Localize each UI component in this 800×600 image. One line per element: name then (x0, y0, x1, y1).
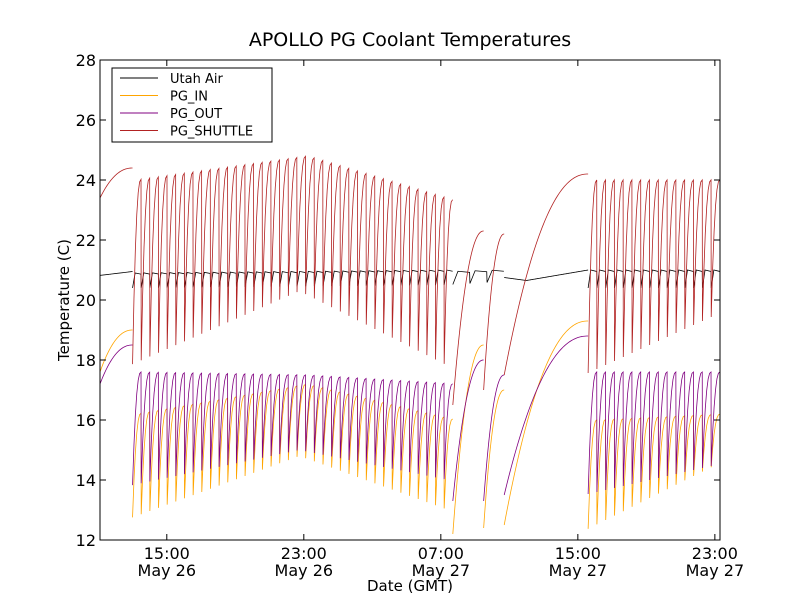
series-line-segment (452, 230, 484, 406)
series-line-segment (483, 233, 505, 391)
series-pg-out (100, 335, 720, 502)
y-tick-label: 22 (76, 231, 96, 250)
series-line-segment (503, 320, 589, 526)
x-tick-label-time: 15:00 (555, 544, 601, 563)
series-line-segment (526, 269, 589, 281)
y-tick-label: 20 (76, 291, 96, 310)
series-line-segment (132, 371, 453, 486)
x-tick-label-time: 15:00 (144, 544, 190, 563)
series-line-segment (132, 269, 453, 289)
series-pg-shuttle (100, 155, 720, 406)
legend-label: PG_SHUTTLE (170, 125, 253, 140)
series-line-segment (132, 383, 453, 518)
legend: Utah Air PG_IN PG_OUT PG_SHUTTLE (111, 67, 273, 143)
series-line-segment (100, 344, 133, 385)
series-line-segment (100, 329, 133, 373)
series-line-segment (483, 389, 505, 529)
x-tick-label-time: 07:00 (418, 544, 464, 563)
series-line-segment (100, 167, 133, 199)
chart-title: APOLLO PG Coolant Temperatures (249, 29, 571, 51)
x-tick-label-date: May 27 (686, 561, 745, 580)
x-axis-label: Date (GMT) (367, 577, 453, 595)
legend-label: PG_OUT (170, 107, 222, 122)
x-tick-label-time: 23:00 (281, 544, 327, 563)
legend-box (111, 67, 273, 143)
series-line-segment (587, 413, 720, 529)
y-tick-label: 28 (76, 51, 96, 70)
series-line-segment (452, 269, 504, 285)
series-pg-in (100, 320, 720, 535)
legend-label: PG_IN (170, 90, 208, 105)
series-line-segment (452, 359, 484, 502)
x-tick-label-date: May 27 (412, 561, 471, 580)
series-line-segment (587, 178, 720, 374)
series-line-segment (100, 271, 133, 276)
series-line-segment (483, 374, 505, 502)
y-tick-label: 24 (76, 171, 96, 190)
y-tick-label: 14 (76, 471, 96, 490)
x-tick-label-date: May 26 (138, 561, 197, 580)
series-line-segment (503, 173, 589, 376)
series-line-segment (504, 277, 527, 281)
legend-label: Utah Air (170, 72, 223, 87)
y-tick-label: 26 (76, 111, 96, 130)
y-tick-label: 16 (76, 411, 96, 430)
series-line-segment (132, 155, 453, 365)
series-line-segment (587, 370, 720, 495)
y-tick-label: 18 (76, 351, 96, 370)
series-line-segment (452, 344, 484, 535)
y-tick-label: 12 (76, 531, 96, 550)
x-tick-label-time: 23:00 (692, 544, 738, 563)
series-line-segment (503, 335, 589, 496)
y-axis-label: Temperature (C) (55, 239, 73, 362)
x-tick-label-date: May 26 (275, 561, 334, 580)
x-tick-label-date: May 27 (549, 561, 608, 580)
